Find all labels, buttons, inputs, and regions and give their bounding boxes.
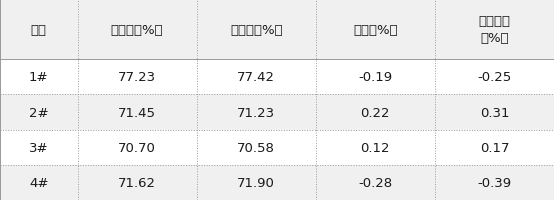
Bar [0, 130, 554, 165]
Text: -0.19: -0.19 [358, 71, 392, 84]
Text: -0.28: -0.28 [358, 176, 392, 189]
Bar [0, 0, 554, 60]
Text: 71.45: 71.45 [118, 106, 156, 119]
Text: 2#: 2# [29, 106, 49, 119]
Text: -0.39: -0.39 [478, 176, 511, 189]
Bar [0, 60, 554, 95]
Text: 71.62: 71.62 [118, 176, 156, 189]
Text: 测定值（%）: 测定值（%） [111, 24, 163, 36]
Text: 77.23: 77.23 [118, 71, 156, 84]
Text: 77.42: 77.42 [237, 71, 275, 84]
Text: 偏差（%）: 偏差（%） [353, 24, 398, 36]
Text: 70.70: 70.70 [118, 141, 156, 154]
Text: 相对偏差
（%）: 相对偏差 （%） [479, 15, 510, 45]
Text: 70.58: 70.58 [237, 141, 275, 154]
Bar [0, 165, 554, 200]
Text: 3#: 3# [29, 141, 49, 154]
Text: -0.25: -0.25 [478, 71, 511, 84]
Text: 0.17: 0.17 [480, 141, 509, 154]
Text: 0.12: 0.12 [361, 141, 390, 154]
Text: 71.90: 71.90 [237, 176, 275, 189]
Text: 0.22: 0.22 [361, 106, 390, 119]
Text: 1#: 1# [29, 71, 49, 84]
Text: 推荐值（%）: 推荐值（%） [230, 24, 283, 36]
Text: 71.23: 71.23 [237, 106, 275, 119]
Text: 试样: 试样 [31, 24, 47, 36]
Text: 4#: 4# [29, 176, 49, 189]
Text: 0.31: 0.31 [480, 106, 509, 119]
Bar [0, 95, 554, 130]
